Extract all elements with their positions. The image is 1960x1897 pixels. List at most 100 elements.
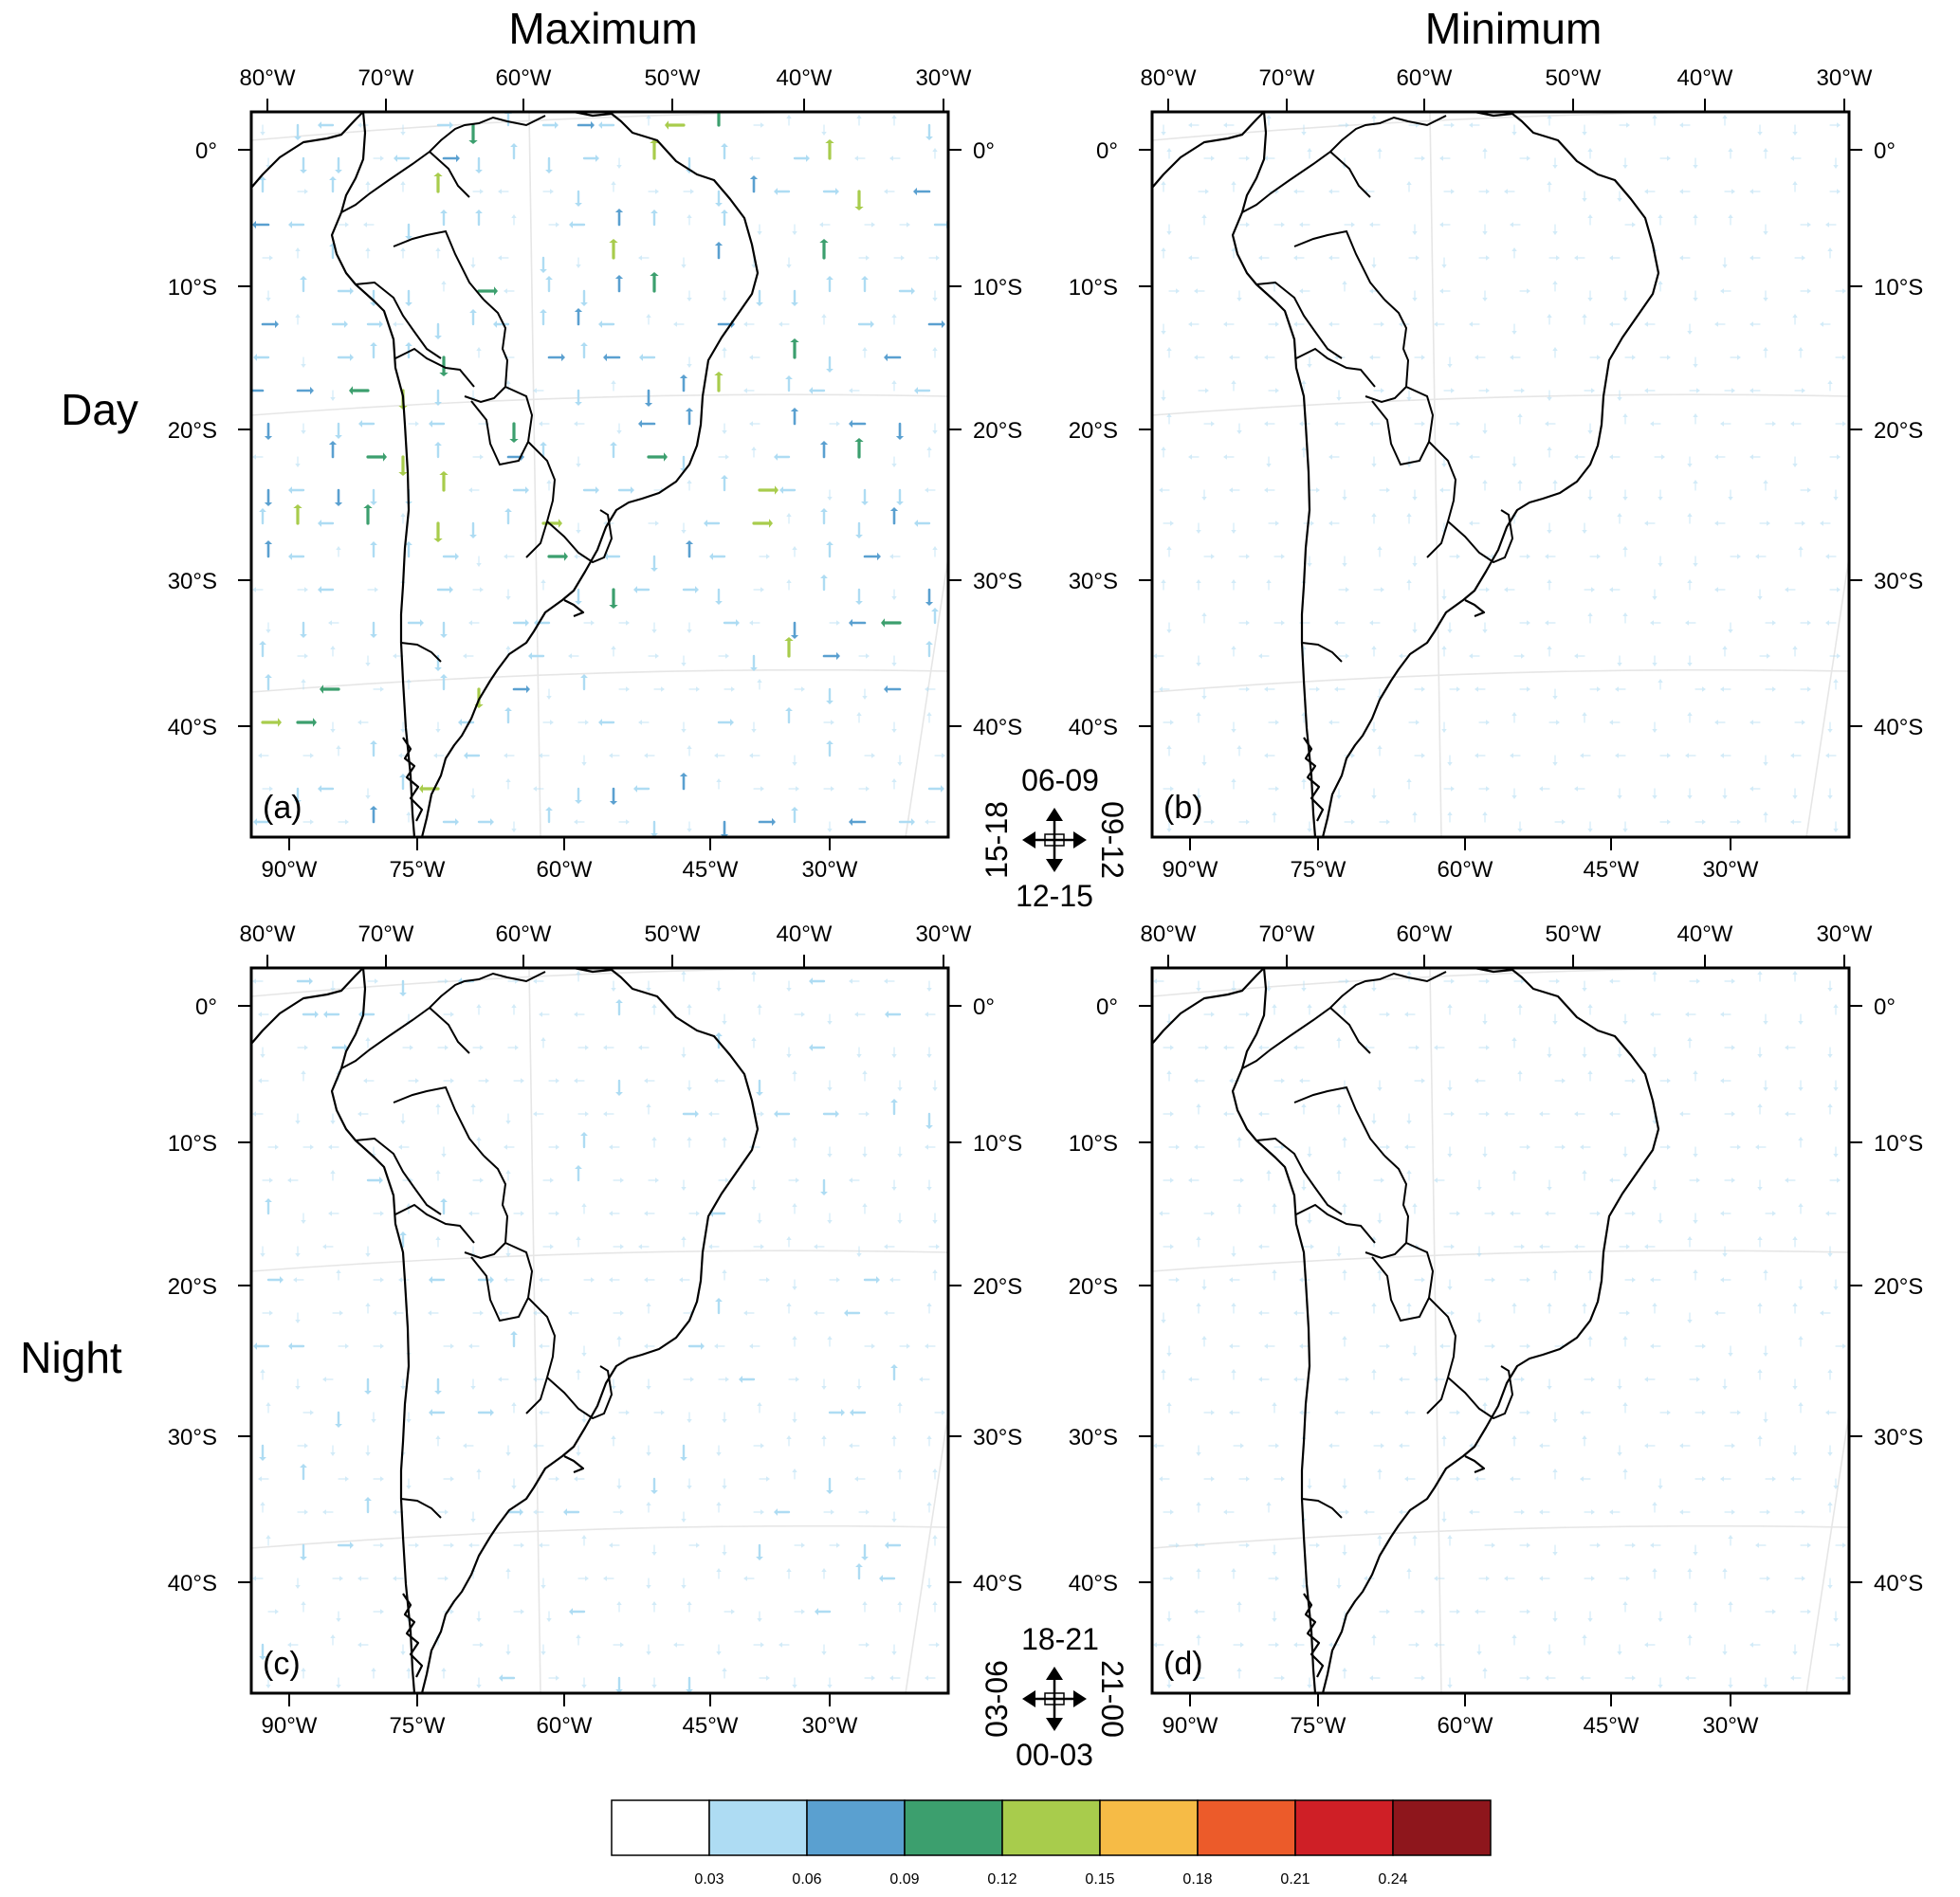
top-lon-label: 30°W bbox=[1817, 65, 1873, 91]
south-america-coastline bbox=[249, 966, 760, 1695]
wind-arrow bbox=[821, 1644, 827, 1655]
wind-arrow bbox=[1685, 753, 1696, 758]
wind-arrow bbox=[511, 821, 517, 832]
wind-arrow bbox=[1658, 1213, 1663, 1224]
wind-arrow bbox=[472, 1310, 484, 1316]
wind-arrow bbox=[393, 1576, 404, 1581]
wind-arrow bbox=[408, 1078, 419, 1084]
wind-arrow bbox=[1258, 1310, 1270, 1316]
wind-arrow bbox=[722, 1013, 727, 1025]
wind-arrow bbox=[681, 655, 687, 666]
wind-arrow bbox=[1196, 1104, 1201, 1115]
legend-swatch bbox=[1294, 1799, 1394, 1856]
wind-arrow bbox=[827, 489, 833, 501]
wind-arrow bbox=[338, 222, 349, 228]
wind-arrow bbox=[722, 1269, 727, 1281]
wind-arrow bbox=[1478, 1377, 1490, 1382]
wind-arrow bbox=[1342, 1203, 1347, 1214]
wind-arrow bbox=[891, 721, 897, 733]
wind-arrow bbox=[398, 1144, 410, 1150]
dirkey-left-label: 15-18 bbox=[980, 801, 1014, 879]
wind-arrow bbox=[1757, 1303, 1763, 1314]
wind-arrow bbox=[428, 1310, 439, 1316]
wind-arrow bbox=[1580, 1476, 1591, 1482]
graticule bbox=[250, 966, 949, 1694]
panel-label: (b) bbox=[1163, 790, 1203, 826]
wind-arrow bbox=[512, 486, 529, 494]
bottom-lon-label: 60°W bbox=[1438, 857, 1493, 883]
wind-arrow bbox=[1264, 421, 1275, 427]
wind-arrow bbox=[1377, 1468, 1383, 1480]
wind-arrow bbox=[302, 1410, 314, 1415]
wind-arrow bbox=[1264, 753, 1275, 758]
wind-arrow bbox=[891, 655, 897, 666]
top-lon-label: 70°W bbox=[358, 65, 414, 91]
wind-arrow bbox=[638, 419, 656, 429]
wind-arrow bbox=[863, 1276, 880, 1284]
wind-arrow bbox=[1161, 579, 1166, 591]
wind-arrow bbox=[1449, 1211, 1460, 1216]
wind-arrow bbox=[749, 175, 759, 193]
wind-arrow bbox=[1785, 1045, 1796, 1050]
wind-arrow bbox=[1547, 1047, 1552, 1058]
wind-arrow bbox=[925, 686, 936, 692]
wind-arrow bbox=[925, 588, 934, 606]
wind-arrow bbox=[1328, 454, 1340, 460]
wind-arrow bbox=[644, 1343, 655, 1349]
wind-arrow bbox=[1794, 388, 1805, 393]
wind-arrow bbox=[1223, 122, 1235, 128]
wind-arrow bbox=[609, 1542, 620, 1548]
wind-arrow bbox=[1619, 1244, 1630, 1249]
wind-arrow bbox=[510, 143, 518, 160]
wind-arrow bbox=[722, 1412, 727, 1423]
wind-arrow bbox=[1434, 1576, 1445, 1581]
wind-arrow bbox=[1414, 1078, 1425, 1084]
wind-arrow bbox=[336, 745, 341, 757]
wind-arrow bbox=[862, 688, 868, 700]
wind-arrow bbox=[1233, 1443, 1244, 1449]
wind-arrow bbox=[1833, 157, 1839, 169]
wind-arrow bbox=[926, 1435, 932, 1447]
wind-arrow bbox=[580, 342, 588, 359]
wind-arrow bbox=[1273, 1078, 1285, 1084]
wind-arrow bbox=[1763, 1412, 1768, 1423]
wind-arrow bbox=[331, 320, 348, 328]
wind-arrow bbox=[1153, 1443, 1164, 1449]
wind-arrow bbox=[1447, 1146, 1453, 1158]
wind-arrow bbox=[794, 1609, 805, 1614]
wind-arrow bbox=[638, 1045, 650, 1050]
wind-arrow bbox=[759, 1476, 770, 1482]
wind-arrow bbox=[829, 620, 840, 626]
wind-arrow bbox=[753, 1244, 764, 1249]
wind-arrow bbox=[540, 579, 546, 591]
wind-arrow bbox=[1644, 189, 1656, 194]
wind-arrow bbox=[1519, 1410, 1530, 1415]
wind-arrow bbox=[1293, 255, 1305, 261]
wind-arrow bbox=[253, 354, 270, 361]
wind-arrow bbox=[820, 575, 828, 592]
wind-arrow bbox=[318, 121, 335, 129]
wind-arrow bbox=[708, 1111, 720, 1117]
wind-arrow bbox=[889, 507, 899, 525]
wind-arrow bbox=[610, 442, 617, 459]
wind-arrow bbox=[1587, 612, 1593, 624]
wind-arrow bbox=[258, 1012, 269, 1017]
wind-arrow bbox=[1338, 653, 1349, 659]
wind-arrow bbox=[1441, 1435, 1447, 1447]
wind-arrow bbox=[1475, 1609, 1486, 1614]
wind-arrow bbox=[644, 1277, 655, 1283]
wind-arrow bbox=[1328, 520, 1340, 526]
wind-arrow bbox=[688, 686, 700, 692]
wind-arrow bbox=[1482, 812, 1488, 823]
wind-arrow bbox=[1693, 1146, 1698, 1158]
wind-arrow bbox=[861, 276, 869, 293]
wind-arrow bbox=[1765, 1609, 1776, 1614]
wind-arrow bbox=[435, 1435, 441, 1447]
wind-arrow bbox=[638, 255, 650, 261]
wind-arrow bbox=[1258, 1111, 1270, 1117]
wind-arrow bbox=[370, 488, 377, 505]
wind-arrow bbox=[1404, 1144, 1416, 1150]
south-america-coastline bbox=[1150, 110, 1660, 839]
wind-arrow bbox=[1755, 1542, 1767, 1548]
wind-arrow bbox=[1724, 1111, 1735, 1117]
